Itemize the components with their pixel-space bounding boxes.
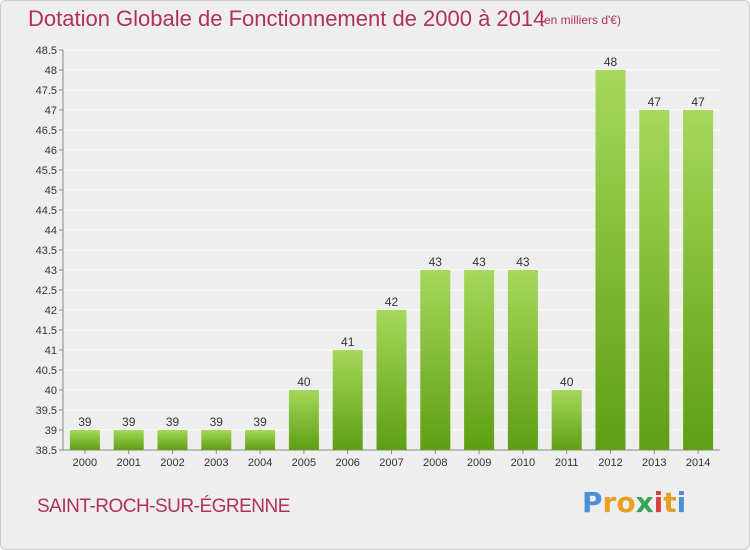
bar-2002: [157, 430, 188, 450]
bar-2003: [201, 430, 232, 450]
value-label: 47: [691, 95, 705, 109]
bar-2009: [464, 270, 495, 450]
logo-letter: t: [663, 486, 677, 519]
y-tick-label: 41: [45, 345, 57, 357]
x-tick-label: 2000: [73, 457, 97, 469]
y-tick-label: 43.5: [36, 245, 57, 257]
value-label: 39: [210, 415, 224, 429]
bar-2007: [376, 310, 407, 450]
value-label: 41: [341, 335, 355, 349]
value-label: 43: [516, 255, 530, 269]
y-tick-label: 45.5: [36, 165, 57, 177]
y-tick-label: 47: [45, 105, 57, 117]
logo-letter: P: [582, 486, 603, 519]
bar-2014: [683, 110, 714, 450]
x-tick-label: 2013: [642, 457, 666, 469]
bar-2004: [245, 430, 276, 450]
value-label: 40: [560, 375, 574, 389]
bar-2011: [551, 390, 582, 450]
bar-2000: [69, 430, 100, 450]
chart-title: Dotation Globale de Fonctionnement de 20…: [28, 6, 546, 31]
value-label: 40: [297, 375, 311, 389]
bar-2005: [288, 390, 319, 450]
x-tick-label: 2003: [204, 457, 228, 469]
y-tick-label: 44: [45, 225, 57, 237]
x-tick-label: 2007: [379, 457, 403, 469]
bar-2012: [595, 70, 626, 450]
value-label: 39: [122, 415, 136, 429]
y-tick-label: 39.5: [36, 405, 57, 417]
y-tick-label: 47.5: [36, 85, 57, 97]
x-tick-label: 2002: [160, 457, 184, 469]
x-tick-label: 2006: [335, 457, 359, 469]
x-tick-label: 2012: [598, 457, 622, 469]
y-tick-label: 44.5: [36, 205, 57, 217]
logo-letter: x: [635, 486, 654, 519]
value-label: 39: [78, 415, 92, 429]
logo-letter: o: [616, 486, 636, 519]
y-tick-label: 38.5: [36, 445, 57, 457]
chart-subtitle: (en milliers d'€): [540, 13, 621, 27]
bars: [69, 70, 714, 450]
proxiti-logo[interactable]: Proxiti: [582, 486, 686, 519]
value-label: 39: [166, 415, 180, 429]
y-tick-label: 40: [45, 385, 57, 397]
logo-letter: r: [602, 486, 617, 519]
x-tick-label: 2009: [467, 457, 491, 469]
y-tick-label: 40.5: [36, 365, 57, 377]
x-tick-label: 2005: [292, 457, 316, 469]
value-label: 48: [604, 55, 618, 69]
x-tick-label: 2008: [423, 457, 447, 469]
y-tick-label: 41.5: [36, 325, 57, 337]
bar-2001: [113, 430, 144, 450]
y-tick-label: 43: [45, 265, 57, 277]
value-label: 39: [253, 415, 267, 429]
value-labels: 39 39 39 39 39 40 41 42 43 43 43 40 48 47 47: [78, 55, 705, 429]
y-tick-label: 42.5: [36, 285, 57, 297]
bar-2008: [420, 270, 451, 450]
x-tick-label: 2001: [116, 457, 140, 469]
x-tick-label: 2014: [686, 457, 710, 469]
y-tick-label: 42: [45, 305, 57, 317]
x-tick-label: 2011: [555, 457, 579, 469]
x-axis: 2000 2001 2002 2003 2004 2005 2006 2007 2008 2009…: [73, 450, 710, 469]
y-tick-label: 39: [45, 425, 57, 437]
value-label: 43: [429, 255, 443, 269]
y-tick-label: 46: [45, 145, 57, 157]
logo-letter: i: [653, 486, 664, 519]
y-tick-label: 48: [45, 65, 57, 77]
commune-name: SAINT-ROCH-SUR-ÉGRENNE: [37, 496, 290, 517]
logo-letter: i: [676, 486, 687, 519]
x-tick-label: 2004: [248, 457, 272, 469]
x-tick-label: 2010: [511, 457, 535, 469]
value-label: 43: [472, 255, 486, 269]
y-tick-label: 46.5: [36, 125, 57, 137]
value-label: 47: [648, 95, 662, 109]
bar-2010: [507, 270, 538, 450]
y-tick-label: 45: [45, 185, 57, 197]
bar-2013: [639, 110, 670, 450]
bar-2006: [332, 350, 363, 450]
y-tick-label: 48.5: [36, 45, 57, 57]
value-label: 42: [385, 295, 399, 309]
